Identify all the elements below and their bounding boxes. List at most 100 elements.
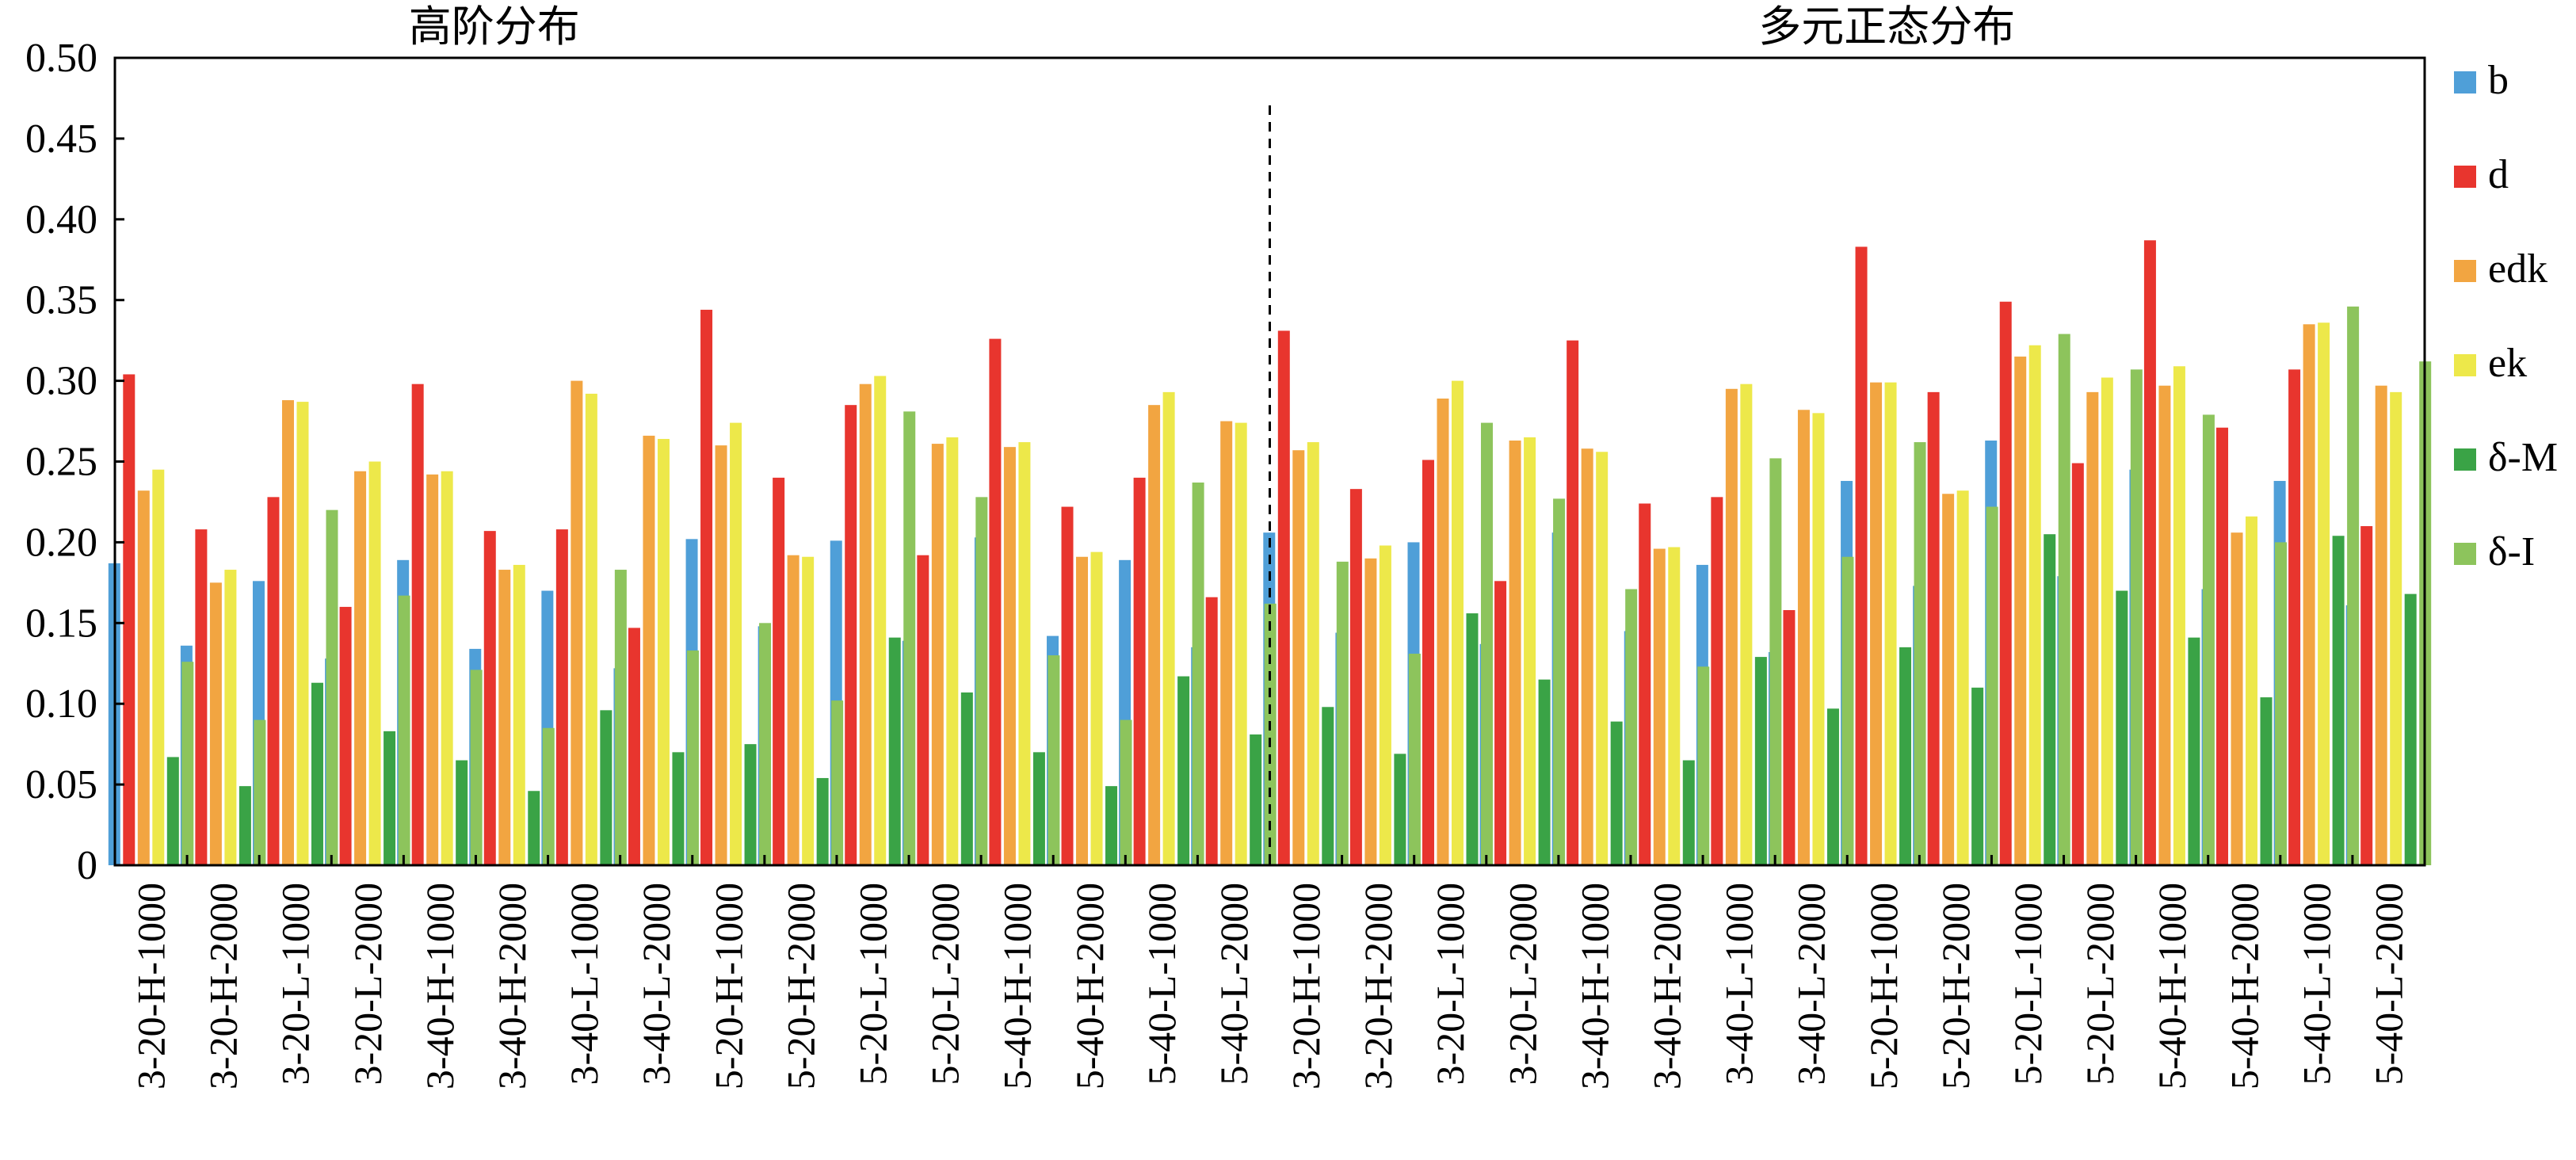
bar-edk-25 [1942, 494, 1955, 865]
bar-δ-I-2 [326, 509, 338, 865]
bar-d-25 [1927, 391, 1940, 865]
bar-d-27 [2071, 463, 2084, 865]
bar-δ-I-20 [1625, 589, 1638, 865]
section-title-right: 多元正态分布 [1758, 2, 2015, 52]
bar-δ-I-5 [542, 727, 555, 865]
x-tick-label: 5-20-L-2000 [2078, 883, 2122, 1086]
bar-ek-22 [1740, 383, 1753, 865]
legend-label: d [2488, 152, 2509, 197]
bar-δ-I-15 [1264, 603, 1277, 865]
legend-label: δ-M [2488, 435, 2558, 480]
bar-edk-26 [2014, 357, 2027, 865]
y-tick-label: 0.45 [25, 116, 97, 162]
x-tick-label: 5-20-H-1000 [706, 883, 750, 1089]
bar-δ-M-29 [2260, 697, 2273, 865]
bar-d-4 [411, 383, 424, 865]
bar-δ-I-27 [2130, 369, 2143, 866]
bar-edk-17 [1364, 558, 1377, 865]
bar-δ-M-21 [1682, 760, 1695, 865]
y-tick-label: 0.40 [25, 197, 97, 242]
bar-δ-I-29 [2275, 542, 2288, 865]
x-tick-label: 5-40-H-2000 [2222, 883, 2266, 1089]
x-tick-label: 3-40-H-2000 [490, 883, 534, 1089]
bar-δ-I-22 [1769, 458, 1782, 865]
bar-edk-27 [2086, 391, 2099, 865]
y-tick-label: 0.20 [25, 520, 97, 565]
bar-δ-M-19 [1538, 679, 1551, 865]
bar-δ-I-6 [614, 570, 627, 865]
y-tick-label: 0.25 [25, 440, 97, 485]
bar-δ-I-12 [1048, 655, 1060, 865]
bar-ek-7 [657, 438, 670, 865]
bar-edk-12 [1003, 447, 1016, 865]
bar-δ-M-13 [1105, 786, 1118, 865]
legend-swatch-edk [2454, 260, 2476, 282]
legend-label: b [2488, 58, 2509, 103]
bar-δ-M-5 [528, 791, 540, 865]
x-tick-label: 5-20-H-2000 [778, 883, 822, 1089]
bar-edk-23 [1797, 410, 1810, 865]
bar-δ-I-9 [831, 700, 844, 865]
bar-δ-M-25 [1971, 687, 1984, 865]
x-tick-label: 3-20-H-1000 [129, 883, 174, 1089]
legend-swatch-δ-M [2454, 448, 2476, 471]
bar-δ-I-28 [2202, 414, 2215, 865]
bar-d-5 [483, 531, 496, 865]
bar-ek-18 [1451, 380, 1464, 866]
bar-δ-M-28 [2188, 637, 2200, 865]
x-tick-label: 3-40-L-2000 [634, 883, 678, 1086]
x-tick-label: 3-40-L-1000 [562, 883, 606, 1086]
bar-ek-16 [1307, 442, 1319, 865]
bar-ek-2 [296, 402, 309, 866]
bar-d-13 [1061, 506, 1074, 865]
bar-d-7 [628, 628, 640, 865]
bar-ek-4 [441, 471, 453, 865]
bar-δ-M-11 [960, 692, 973, 865]
bar-ek-0 [152, 469, 165, 865]
bar-δ-M-4 [456, 760, 468, 865]
bar-edk-16 [1292, 450, 1305, 865]
y-tick-label: 0.10 [25, 681, 97, 727]
section-title-left: 高阶分布 [409, 2, 580, 52]
y-tick-label: 0.50 [25, 36, 97, 81]
bar-d-31 [2360, 526, 2373, 865]
bar-δ-M-1 [239, 786, 251, 865]
legend-label: δ-I [2488, 529, 2535, 574]
bar-edk-28 [2158, 385, 2171, 866]
bar-δ-M-3 [384, 731, 396, 865]
x-tick-label: 3-40-H-2000 [1645, 883, 1689, 1089]
bar-edk-15 [1220, 421, 1233, 865]
x-tick-label: 5-40-L-2000 [2366, 883, 2410, 1086]
bar-δ-M-10 [888, 637, 901, 865]
x-tick-label: 5-40-L-1000 [2294, 883, 2338, 1086]
bar-δ-I-30 [2347, 306, 2360, 866]
bar-d-8 [700, 309, 713, 865]
bar-ek-17 [1379, 545, 1391, 865]
bar-d-24 [1855, 246, 1868, 865]
bar-ek-12 [1018, 442, 1031, 865]
bar-ek-25 [1956, 490, 1969, 865]
x-tick-label: 3-20-L-2000 [345, 883, 390, 1086]
x-axis: 3-20-H-1000 3-20-H-2000 3-20-L-1000 3-20-L-… [113, 855, 2426, 1089]
bar-δ-I-26 [2058, 334, 2070, 865]
x-tick-label: 5-40-L-1000 [1139, 883, 1184, 1086]
bar-ek-19 [1524, 437, 1536, 865]
bar-ek-11 [946, 437, 959, 865]
bar-δ-M-31 [2404, 593, 2417, 865]
bar-edk-0 [137, 490, 150, 865]
bar-edk-9 [787, 555, 800, 865]
bar-ek-5 [513, 564, 525, 865]
x-tick-label: 3-20-L-2000 [1500, 883, 1544, 1086]
bar-d-18 [1422, 460, 1434, 865]
bar-ek-24 [1884, 382, 1897, 865]
bar-edk-22 [1725, 388, 1738, 865]
bar-δ-M-27 [2116, 590, 2128, 865]
legend-swatch-ek [2454, 354, 2476, 376]
bar-ek-10 [874, 376, 887, 865]
bar-d-0 [123, 374, 135, 865]
bar-d-2 [267, 497, 280, 865]
bar-δ-M-30 [2332, 536, 2345, 865]
bar-δ-I-23 [1841, 556, 1854, 865]
y-tick-label: 0.05 [25, 762, 97, 807]
bar-edk-1 [209, 582, 222, 865]
